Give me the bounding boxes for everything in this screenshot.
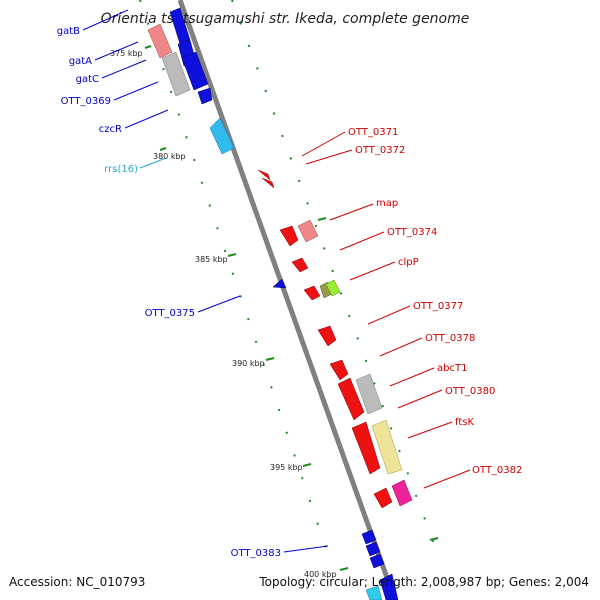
reverse-features [257, 169, 393, 509]
gene-feature-rrna[interactable] [365, 585, 383, 600]
tick-label-400: 400 kbp [304, 570, 337, 579]
gene-label-OTT_0377[interactable]: OTT_0377 [413, 301, 463, 312]
gene-label-map[interactable]: map [376, 198, 398, 209]
gene-feature[interactable] [257, 169, 271, 181]
gene-label-OTT_0374[interactable]: OTT_0374 [387, 227, 437, 238]
gene-feature[interactable] [147, 23, 173, 59]
gene-label-OTT_0375[interactable]: OTT_0375 [145, 308, 195, 319]
rrna-leader [139, 157, 167, 169]
gene-feature[interactable] [317, 325, 337, 347]
gene-label-abcT1[interactable]: abcT1 [437, 363, 467, 374]
gene-feature[interactable] [279, 225, 299, 247]
gene-feature[interactable] [369, 553, 385, 569]
gene-label-OTT_0371[interactable]: OTT_0371 [348, 127, 398, 138]
gene-feature[interactable] [325, 279, 341, 297]
gene-feature[interactable] [181, 51, 209, 91]
gene-label-gatB[interactable]: gatB [57, 26, 80, 37]
gene-label-OTT_0372[interactable]: OTT_0372 [355, 145, 405, 156]
gene-feature[interactable] [197, 87, 213, 105]
gene-feature[interactable] [351, 421, 381, 475]
gene-label-OTT_0378[interactable]: OTT_0378 [425, 333, 475, 344]
gene-feature[interactable] [291, 257, 309, 273]
tick-label-385: 385 kbp [195, 255, 228, 264]
gene-label-OTT_0369[interactable]: OTT_0369 [61, 96, 111, 107]
gene-label-clpP[interactable]: clpP [398, 257, 419, 268]
gene-feature[interactable] [365, 541, 381, 557]
map-title: Orientia tsutsugamushi str. Ikeda, compl… [101, 11, 470, 27]
gene-feature[interactable] [261, 177, 275, 189]
gene-feature[interactable] [329, 359, 349, 381]
gene-feature[interactable] [303, 285, 321, 301]
tick-label-395: 395 kbp [270, 463, 303, 472]
gene-feature[interactable] [161, 51, 191, 97]
gene-label-OTT_0380[interactable]: OTT_0380 [445, 386, 495, 397]
gene-feature[interactable] [373, 487, 393, 509]
gene-feature[interactable] [391, 479, 413, 507]
genome-backbone [177, 0, 398, 600]
tick-marks [144, 45, 439, 571]
tick-label-375: 375 kbp [110, 49, 143, 58]
gene-label-OTT_0383[interactable]: OTT_0383 [231, 548, 281, 559]
forward-leaders [82, 9, 329, 553]
tick-label-380: 380 kbp [153, 152, 186, 161]
gene-feature[interactable] [379, 573, 399, 600]
outer-tick-track [231, 0, 441, 561]
gene-feature[interactable] [337, 377, 365, 421]
gene-label-gatA[interactable]: gatA [69, 56, 92, 67]
gene-feature[interactable] [297, 219, 319, 243]
gene-feature[interactable] [355, 373, 383, 415]
tick-label-390: 390 kbp [232, 359, 265, 368]
accession-text: Accession: NC_010793 [9, 575, 145, 589]
genome-summary-text: Topology: circular; Length: 2,008,987 bp… [258, 575, 589, 589]
gene-label-rrs16[interactable]: rrs(16) [104, 164, 138, 175]
gene-label-ftsK[interactable]: ftsK [455, 417, 474, 428]
gene-feature[interactable] [361, 529, 377, 545]
inner-tick-track [139, 0, 331, 561]
gene-feature[interactable] [272, 278, 287, 289]
gene-label-gatC[interactable]: gatC [76, 74, 99, 85]
gene-feature[interactable] [371, 419, 403, 475]
forward-features [169, 7, 399, 600]
gene-label-czcR[interactable]: czcR [99, 124, 122, 135]
reverse-leaders [301, 131, 471, 489]
gene-feature-rrna[interactable] [209, 117, 235, 155]
gene-label-OTT_0382[interactable]: OTT_0382 [472, 465, 522, 476]
